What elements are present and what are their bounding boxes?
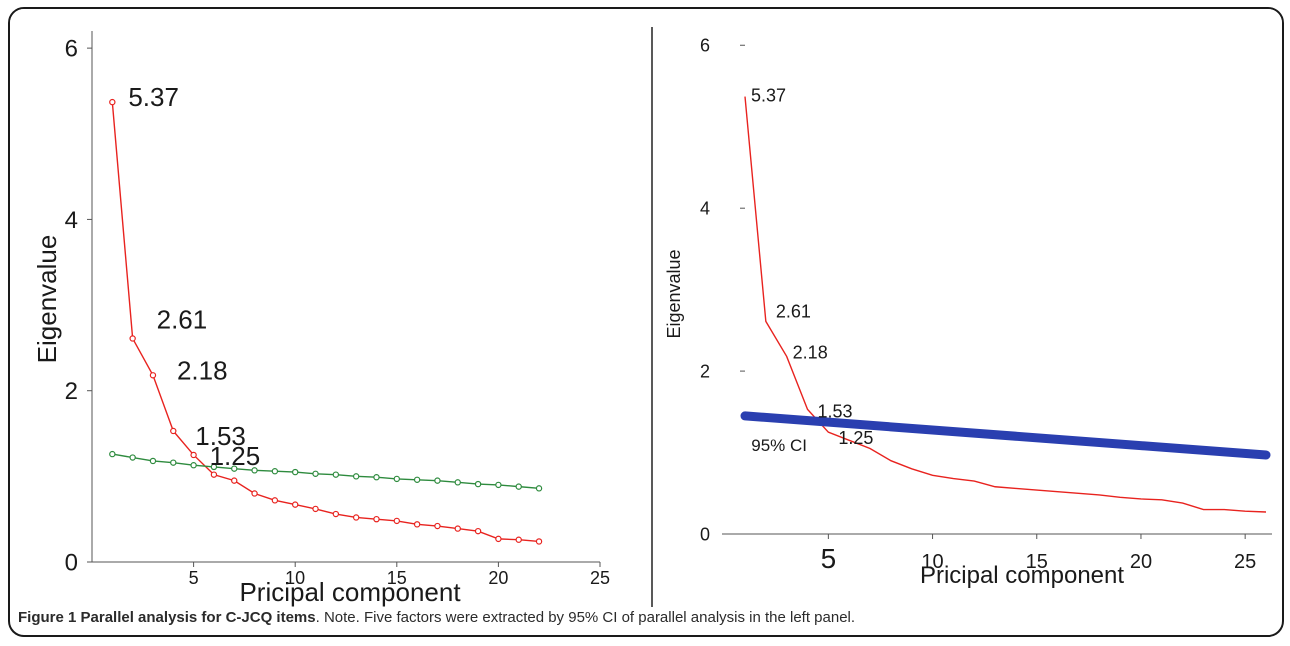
left-data-label: 1.25 — [210, 441, 261, 471]
left-eigen-point — [231, 477, 238, 484]
left-parallel-point — [535, 485, 543, 492]
right-x-tick-label: 20 — [1130, 551, 1152, 573]
left-eigen-point — [129, 335, 136, 342]
right-data-label: 2.18 — [793, 342, 828, 362]
left-parallel-point — [474, 480, 482, 488]
left-data-label: 2.61 — [157, 304, 208, 334]
left-parallel-point — [454, 479, 461, 486]
right-x-tick-label: 25 — [1234, 551, 1256, 573]
right-y-axis-label: Eigenvalue — [664, 249, 684, 338]
left-parallel-point — [129, 454, 136, 461]
caption-note: . Note. Five factors were extracted by 9… — [315, 609, 856, 626]
left-parallel-point — [109, 450, 116, 458]
right-y-tick-label: 6 — [700, 36, 710, 56]
left-eigen-point — [292, 501, 299, 508]
left-data-label: 1.53 — [195, 421, 246, 451]
left-x-tick-label: 15 — [387, 568, 407, 588]
left-chart-panel: 0 2 4 6 5 10 15 20 25 Eigenvalue Pricipal compon… — [10, 9, 640, 609]
figure-frame: 0 2 4 6 5 10 15 20 25 Eigenvalue Pricipal compon… — [8, 7, 1284, 637]
right-y-tick-label: 2 — [700, 361, 710, 381]
left-eigen-point — [434, 522, 441, 530]
left-parallel-point — [190, 462, 197, 469]
left-y-tick-label: 4 — [65, 207, 78, 234]
right-x-tick-label: 10 — [921, 551, 943, 573]
left-eigen-point — [332, 510, 340, 518]
left-parallel-point — [373, 474, 380, 481]
right-data-label: 1.53 — [818, 401, 853, 421]
left-parallel-point — [332, 471, 340, 478]
left-eigen-point — [495, 535, 502, 543]
left-eigen-point — [251, 490, 258, 497]
left-eigen-point — [474, 527, 482, 535]
left-eigen-point — [352, 514, 360, 521]
left-x-tick-label: 20 — [488, 568, 508, 588]
left-y-tick-label: 6 — [65, 36, 78, 63]
left-eigen-point — [413, 521, 421, 528]
left-parallel-point — [413, 476, 421, 483]
left-parallel-point — [393, 475, 400, 483]
right-eigen-line — [744, 96, 1267, 513]
right-y-tick-label: 0 — [700, 524, 710, 544]
caption-title: Figure 1 Parallel analysis for C-JCQ ite… — [18, 609, 316, 626]
left-y-axis-label: Eigenvalue — [32, 235, 62, 364]
right-x-tick-label: 15 — [1026, 551, 1048, 573]
left-eigen-point — [271, 497, 279, 504]
left-parallel-point — [170, 459, 177, 466]
left-parallel-line — [112, 453, 540, 490]
left-data-label: 2.18 — [177, 355, 228, 385]
left-parallel-point — [312, 470, 319, 477]
left-parallel-point — [210, 463, 218, 471]
left-x-axis-label: Pricipal component — [239, 577, 461, 607]
left-eigen-point — [454, 525, 461, 532]
right-data-label: 5.37 — [751, 86, 786, 106]
left-parallel-point — [231, 465, 238, 472]
left-parallel-point — [495, 481, 502, 489]
left-eigen-point — [373, 515, 380, 523]
right-ci-label: 95% CI — [751, 436, 807, 455]
left-x-tick-label: 25 — [590, 568, 610, 588]
left-parallel-point — [292, 468, 299, 476]
left-y-tick-label: 2 — [65, 378, 78, 405]
figure-caption: Figure 1 Parallel analysis for C-JCQ ite… — [18, 609, 1282, 626]
left-eigen-point — [393, 517, 400, 525]
left-eigen-point — [149, 372, 157, 379]
left-parallel-point — [515, 483, 522, 490]
left-eigen-point — [109, 98, 116, 106]
left-parallel-point — [271, 468, 279, 475]
left-data-label: 5.37 — [128, 82, 179, 112]
left-eigen-point — [210, 471, 218, 478]
left-y-tick-label: 0 — [65, 549, 78, 576]
right-ci-band — [740, 411, 1271, 460]
right-y-tick-label: 4 — [700, 198, 710, 218]
left-x-tick-label: 10 — [285, 568, 305, 588]
right-x-axis-label: Pricipal component — [920, 562, 1124, 589]
right-chart-panel: 0 2 4 6 5 10 15 20 25 Eigenvalue Pricipal compon… — [650, 9, 1282, 609]
left-eigen-point — [190, 451, 197, 459]
left-eigen-line — [111, 102, 540, 543]
right-data-label: 2.61 — [776, 301, 811, 321]
right-x-tick-label: 5 — [821, 543, 837, 574]
left-parallel-point — [434, 477, 441, 484]
left-eigen-point — [515, 536, 522, 543]
left-eigen-point — [170, 427, 177, 435]
left-parallel-point — [352, 473, 360, 480]
left-eigen-point — [312, 505, 319, 513]
left-parallel-point — [251, 467, 258, 474]
left-parallel-point — [149, 457, 157, 465]
left-x-tick-label: 5 — [189, 568, 199, 588]
right-data-label: 1.25 — [838, 428, 873, 448]
left-eigen-point — [535, 538, 543, 545]
